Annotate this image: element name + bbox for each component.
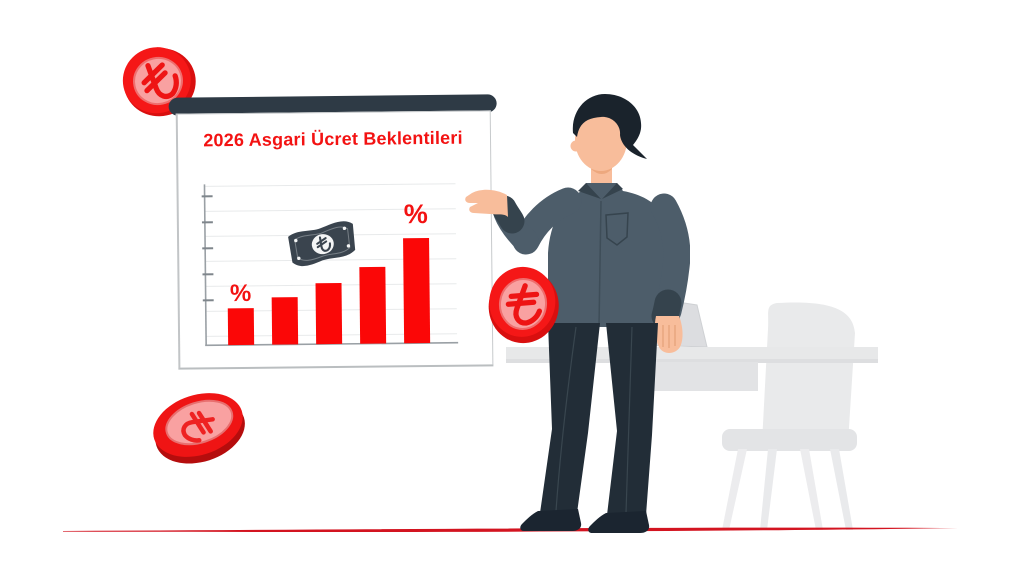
chair-backrest [762,302,855,443]
bar-series [227,238,431,346]
bar-chart: % % [201,183,459,347]
finger-lines [662,325,676,348]
chest-pocket [605,212,629,246]
desk-panel [640,362,758,391]
presentation-board: 2026 Asgari Ücret Beklentileri [168,94,500,373]
bar-5 [403,238,431,344]
cuff [651,289,682,330]
shirt-placket [598,200,602,328]
chair-leg [830,449,853,530]
chair [722,302,857,530]
presenter [465,94,690,533]
shoe-right [588,511,650,533]
percent-label-low: % [230,280,252,307]
desk-top [506,347,878,362]
pant-crease [555,326,577,512]
percent-label-high: % [404,199,428,229]
desk [506,347,878,391]
bill-corner-dots [294,226,351,261]
pointing-hand [465,189,508,217]
pant-leg-right [606,323,658,515]
bar-1 [227,308,255,346]
collar-left [578,183,601,199]
chair-leg [722,449,747,530]
desk-edge [506,359,878,363]
y-axis-ticks [201,195,214,302]
lira-coin-icon [153,393,245,464]
pointing-arm [465,187,582,255]
hair [572,94,647,159]
face [575,109,627,171]
bar-3 [315,283,343,345]
pant-crease [625,326,633,514]
bar-4 [359,266,387,344]
chair-seat [722,429,857,451]
ground-line [63,527,958,532]
chair-leg [800,449,823,530]
office-furniture [506,297,878,530]
ear [570,140,582,152]
shirt [548,183,680,327]
collar-right [602,183,623,199]
chair-leg [760,449,777,530]
pant-leg-left [540,323,600,513]
lira-coin-icon [122,47,196,117]
hanging-arm [650,193,690,353]
chart-title: 2026 Asgari Ücret Beklentileri [203,127,463,151]
shoe-left [520,509,582,531]
lira-coin-icon [488,266,559,344]
money-bill-icon [288,221,356,267]
bar-2 [271,297,299,345]
